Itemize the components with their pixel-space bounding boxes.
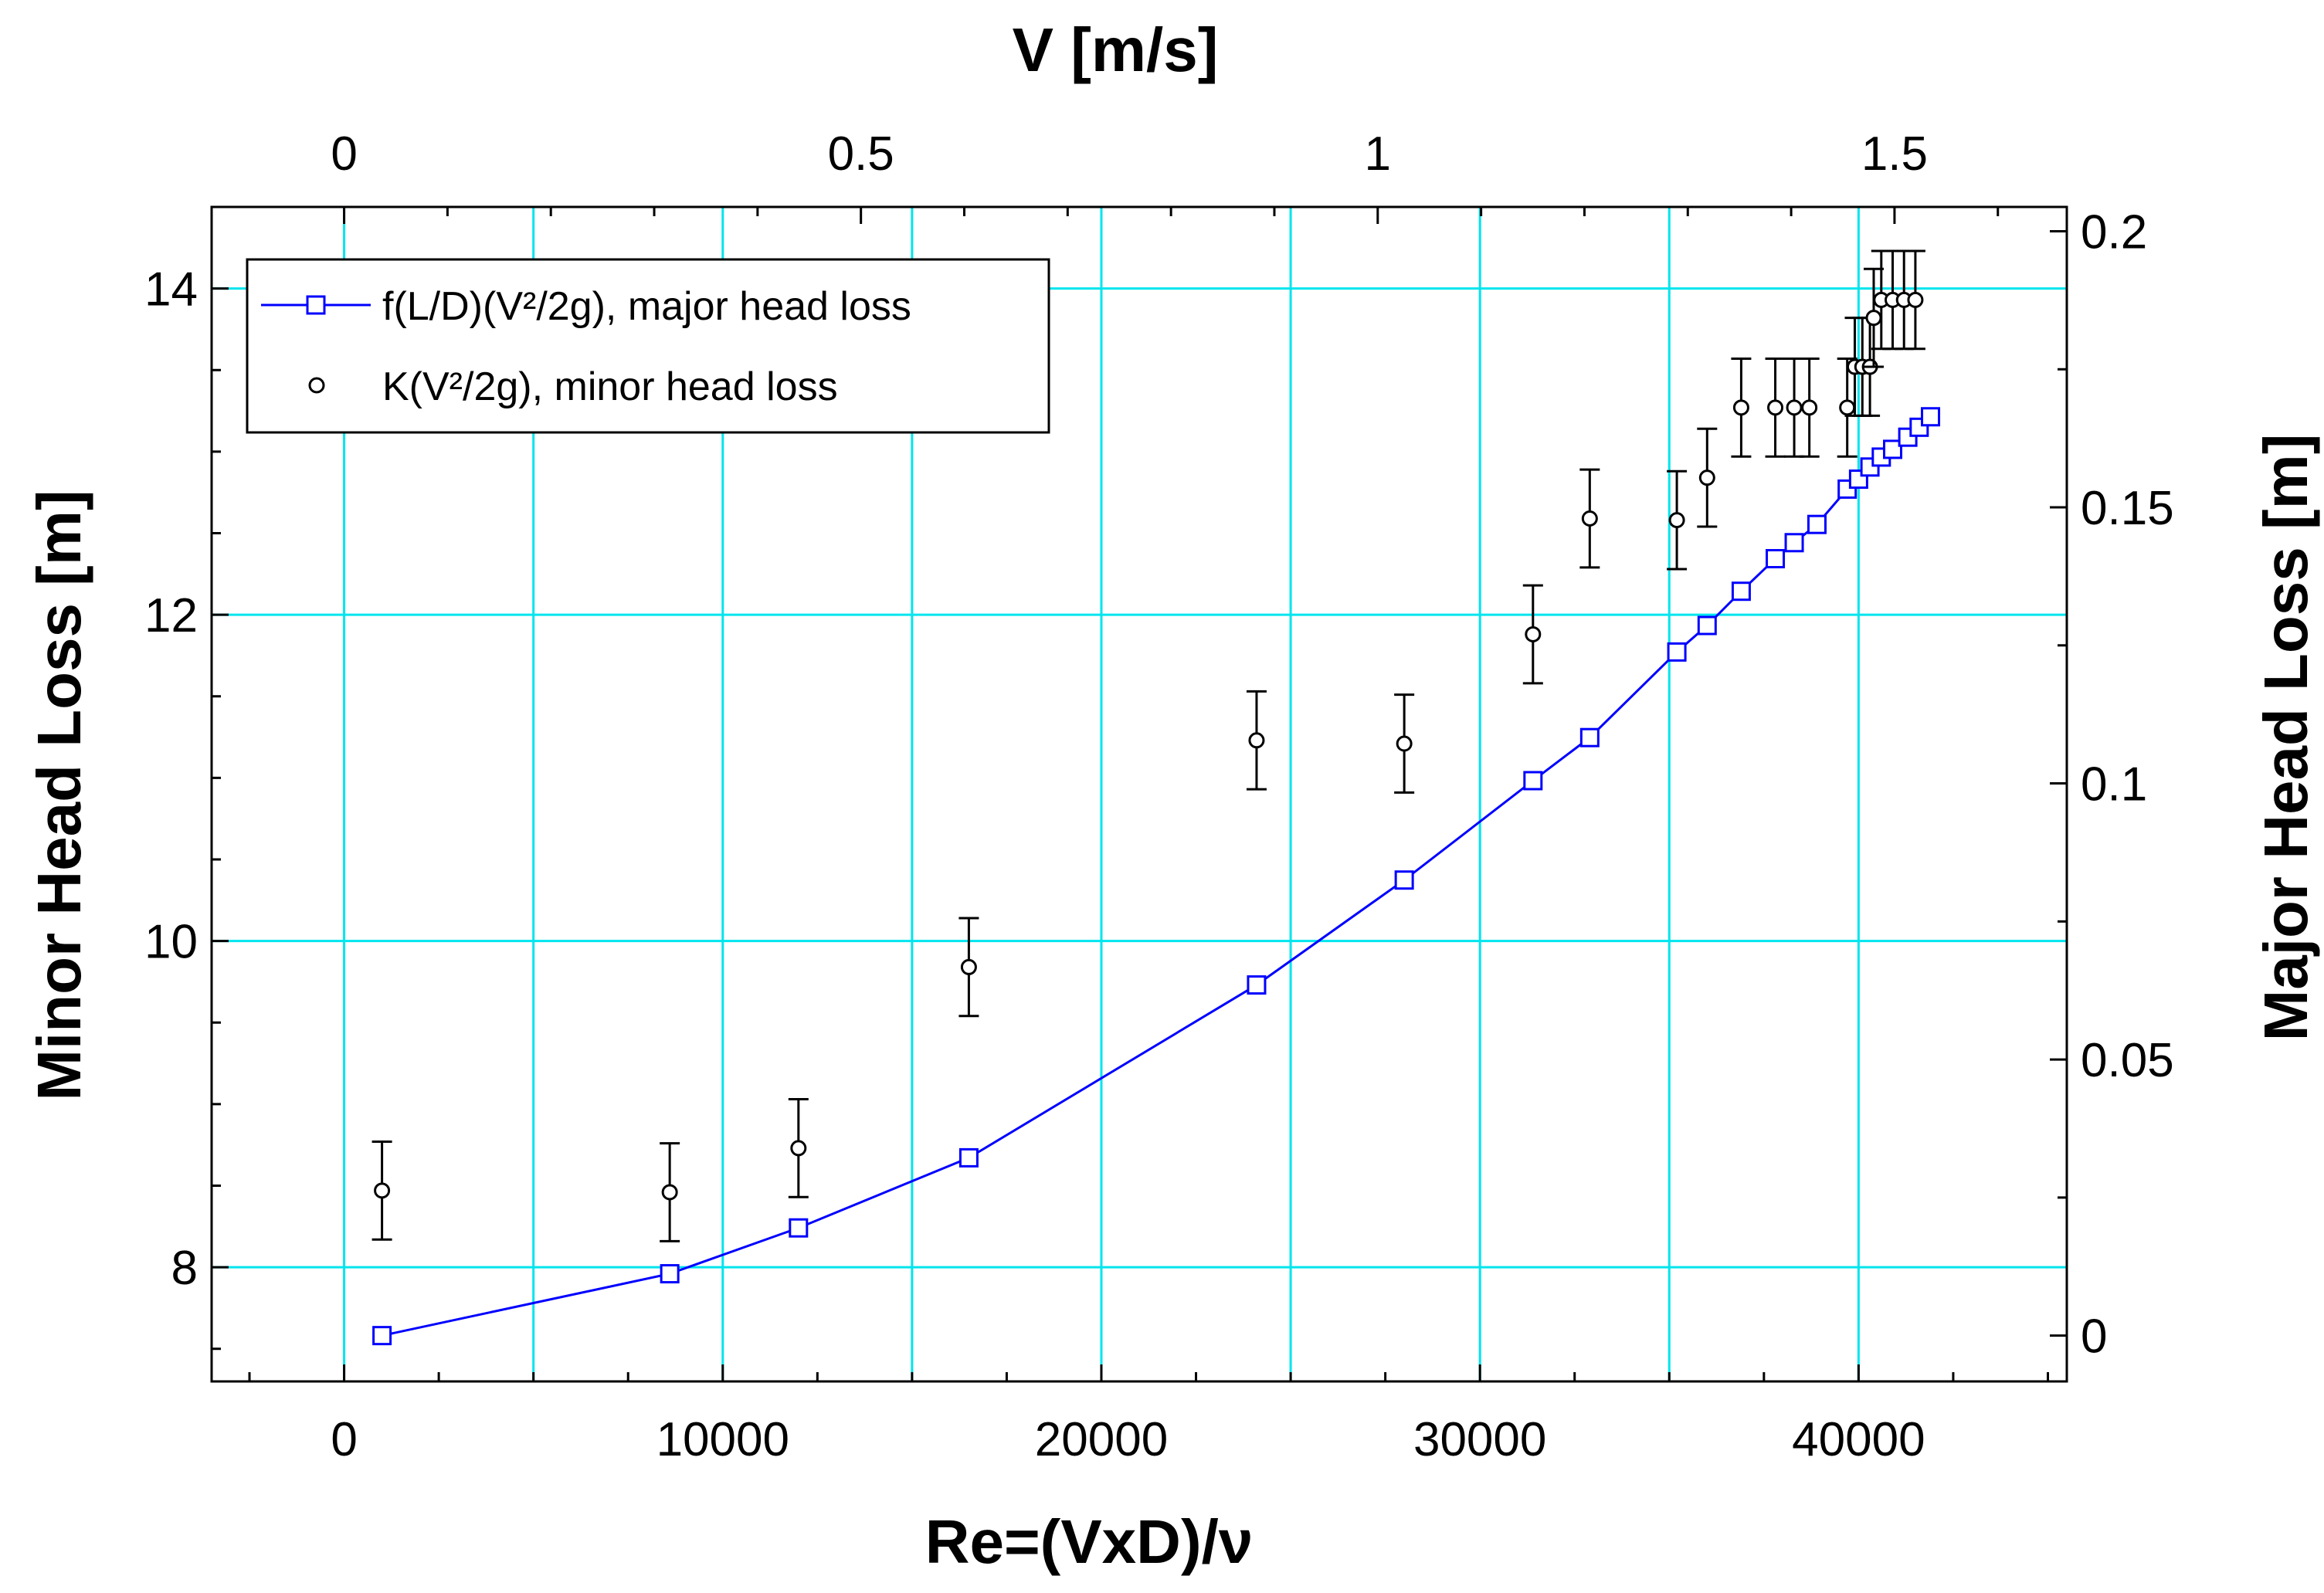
y-left-tick-label: 12 (144, 589, 198, 642)
x-tick-label: 40000 (1792, 1413, 1925, 1466)
major-head-loss-point (1394, 870, 1414, 890)
major-head-loss-point (958, 1147, 979, 1168)
minor-head-loss-point (1865, 310, 1882, 327)
minor-head-loss-point (1786, 399, 1803, 416)
major-head-loss-point (1883, 439, 1903, 459)
minor-head-loss-point (1248, 732, 1265, 749)
y-left-tick-label: 8 (171, 1242, 198, 1295)
minor-head-loss-point (661, 1184, 678, 1201)
major-head-loss-point (1766, 549, 1786, 569)
x-tick-label: 20000 (1035, 1413, 1168, 1466)
minor-head-loss-point (1839, 399, 1856, 416)
axis-ticks: 0 10000 20000 30000 40000810121400.050.10.15… (144, 127, 2174, 1466)
y-right-tick-label: 0 (2081, 1310, 2107, 1364)
top-axis-title: V [m/s] (1013, 15, 1219, 84)
legend-box (246, 258, 1050, 434)
x-tick-label: 30000 (1413, 1413, 1546, 1466)
y-right-tick-label: 0.15 (2081, 482, 2174, 535)
major-head-loss-point (1731, 581, 1751, 602)
major-head-loss-point (1807, 514, 1827, 534)
legend-major-label: f(L/D)(V²/2g), major head loss (382, 284, 911, 329)
major-head-loss-series (372, 407, 1941, 1346)
major-head-loss-point (1523, 771, 1543, 791)
minor-head-loss-point (1907, 291, 1924, 308)
left-axis-title: Minor Head Loss [m] (25, 490, 93, 1100)
minor-head-loss-point (1698, 469, 1715, 486)
minor-head-loss-point (1801, 399, 1818, 416)
major-head-loss-point (1921, 407, 1941, 427)
major-head-loss-point (372, 1326, 392, 1346)
minor-head-loss-point (374, 1182, 391, 1199)
major-head-loss-point (1667, 642, 1687, 662)
minor-head-loss-point (1767, 399, 1784, 416)
major-head-loss-point (1697, 615, 1717, 636)
top-tick-label: 0 (331, 127, 357, 181)
major-head-loss-point (789, 1218, 809, 1238)
legend-major-marker (306, 295, 326, 315)
minor-head-loss-point (1525, 625, 1542, 642)
major-head-loss-point (1784, 533, 1804, 553)
major-head-loss-point (1247, 975, 1267, 995)
y-right-tick-label: 0.1 (2081, 758, 2147, 812)
legend: f(L/D)(V²/2g), major head loss K(V²/2g),… (246, 258, 1050, 434)
y-left-tick-label: 14 (144, 263, 198, 317)
minor-head-loss-point (1668, 512, 1685, 529)
major-head-loss-point (1579, 727, 1600, 747)
y-right-tick-label: 0.05 (2081, 1034, 2174, 1087)
top-tick-label: 1 (1365, 127, 1391, 181)
minor-head-loss-point (1581, 510, 1598, 527)
minor-head-loss-point (1732, 399, 1749, 416)
minor-head-loss-series (372, 249, 1925, 1242)
minor-head-loss-point (1396, 735, 1413, 752)
y-left-tick-label: 10 (144, 916, 198, 969)
plot-frame (210, 205, 2068, 1383)
top-tick-label: 0.5 (828, 127, 894, 181)
top-tick-label: 1.5 (1861, 127, 1928, 181)
y-right-tick-label: 0.2 (2081, 205, 2147, 259)
x-tick-label: 0 (331, 1413, 357, 1466)
legend-minor-marker (308, 377, 325, 394)
bottom-axis-title: Re=(VxD)/ν (925, 1507, 1254, 1576)
right-axis-title: Major Head Loss [m] (2251, 434, 2320, 1042)
minor-head-loss-point (790, 1140, 807, 1157)
minor-head-loss-point (960, 958, 977, 975)
legend-minor-label: K(V²/2g), minor head loss (382, 364, 838, 409)
major-head-loss-point (660, 1264, 680, 1284)
x-tick-label: 10000 (656, 1413, 789, 1466)
